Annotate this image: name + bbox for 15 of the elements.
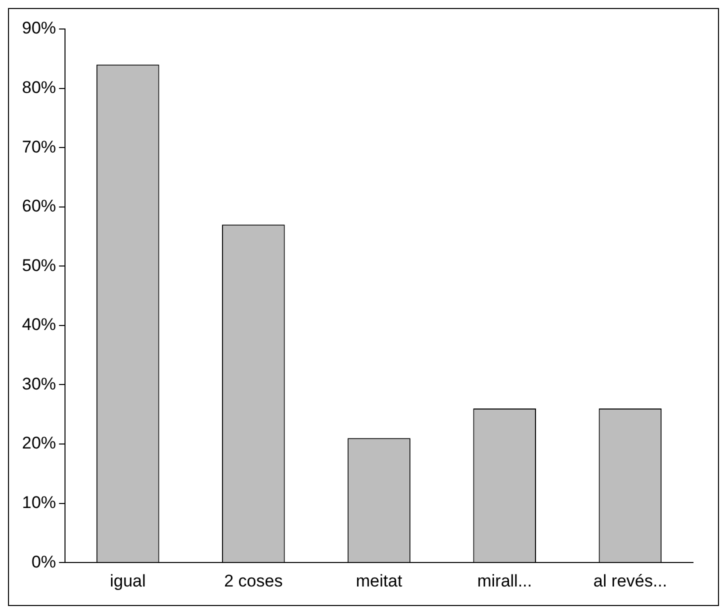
y-tick-label: 60% bbox=[22, 196, 56, 216]
x-tick-label: meitat bbox=[356, 571, 402, 590]
y-tick-label: 40% bbox=[22, 315, 56, 334]
x-tick-label: igual bbox=[110, 571, 146, 590]
y-tick-label: 80% bbox=[22, 78, 56, 97]
y-tick-label: 10% bbox=[22, 493, 56, 512]
y-tick-label: 30% bbox=[22, 374, 56, 394]
y-tick-label: 50% bbox=[22, 256, 56, 275]
x-tick-label: mirall... bbox=[477, 571, 532, 590]
x-tick-label: al revés... bbox=[593, 571, 668, 590]
y-tick-label: 90% bbox=[22, 18, 56, 38]
y-tick-label: 0% bbox=[31, 552, 56, 572]
y-tick-label: 70% bbox=[22, 137, 56, 156]
x-tick-label: 2 coses bbox=[224, 571, 283, 590]
y-tick-label: 20% bbox=[22, 434, 56, 453]
